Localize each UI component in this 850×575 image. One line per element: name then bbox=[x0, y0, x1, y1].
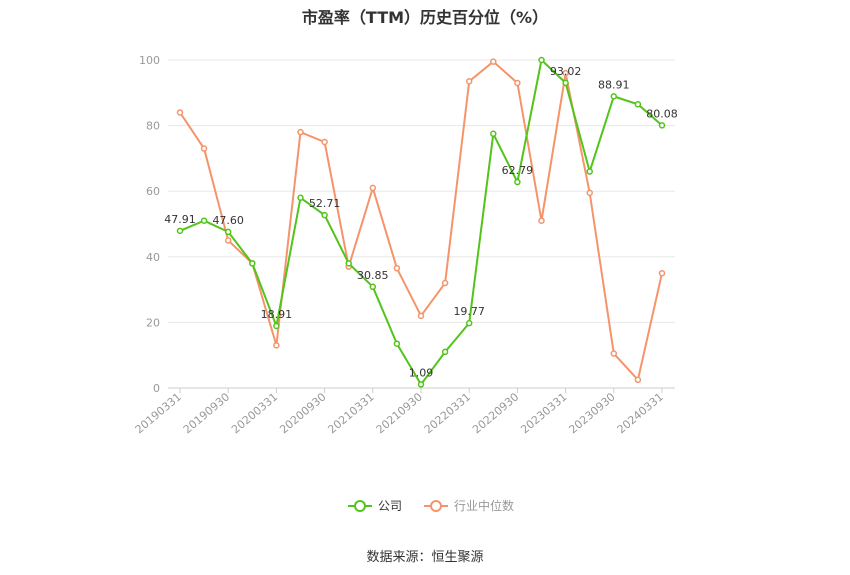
x-tick-label: 20210331 bbox=[325, 390, 376, 436]
x-tick-label: 20200331 bbox=[229, 390, 280, 436]
data-point bbox=[610, 93, 618, 100]
data-point bbox=[658, 269, 666, 277]
x-tick-label: 20210930 bbox=[374, 390, 425, 436]
data-point bbox=[321, 138, 328, 146]
data-label: 18.91 bbox=[261, 308, 293, 321]
legend-marker-icon bbox=[354, 500, 366, 512]
data-point bbox=[224, 237, 232, 244]
data-point bbox=[273, 322, 280, 330]
data-point bbox=[321, 211, 328, 219]
data-point bbox=[562, 79, 569, 87]
y-tick-label: 0 bbox=[153, 382, 160, 395]
data-point bbox=[514, 178, 521, 186]
data-label: 30.85 bbox=[357, 269, 389, 282]
x-tick-label: 20230930 bbox=[566, 390, 617, 436]
data-point bbox=[249, 260, 256, 267]
data-point bbox=[393, 340, 401, 347]
x-tick-label: 20240331 bbox=[615, 390, 666, 436]
gridlines bbox=[168, 59, 675, 389]
data-labels: 47.91 47.60 18.91 52.71 30.85 1.09 19.77 62.79 9… bbox=[164, 65, 678, 380]
data-point bbox=[441, 279, 449, 287]
data-point bbox=[562, 69, 569, 77]
y-tick-label: 60 bbox=[146, 185, 160, 198]
data-point bbox=[634, 376, 642, 384]
y-tick-label: 40 bbox=[146, 251, 160, 264]
x-tick-label: 20220930 bbox=[470, 390, 521, 436]
data-point bbox=[273, 342, 280, 349]
data-point bbox=[490, 130, 497, 138]
data-point bbox=[634, 101, 642, 108]
axes: 0 20 40 60 80 100 2019033120190930202003312020… bbox=[133, 54, 666, 436]
data-label: 47.60 bbox=[212, 214, 244, 227]
data-source-note: 数据来源：恒生聚源 bbox=[366, 550, 484, 565]
data-point bbox=[610, 350, 618, 357]
data-point bbox=[490, 58, 497, 65]
data-point bbox=[200, 145, 208, 152]
data-point bbox=[538, 217, 545, 224]
data-point bbox=[465, 78, 473, 85]
data-point bbox=[586, 168, 593, 175]
data-point bbox=[393, 265, 401, 272]
data-label: 19.77 bbox=[453, 305, 485, 318]
data-point bbox=[176, 227, 184, 235]
legend[interactable]: 公司 行业中位数 bbox=[348, 498, 514, 513]
series-line bbox=[179, 59, 663, 386]
data-point bbox=[465, 319, 473, 327]
data-label: 47.91 bbox=[164, 213, 196, 226]
legend-item[interactable]: 公司 bbox=[348, 499, 402, 513]
data-point bbox=[297, 128, 304, 136]
legend-label: 公司 bbox=[378, 499, 402, 513]
data-point bbox=[176, 109, 184, 116]
data-label: 52.71 bbox=[309, 197, 341, 210]
data-point bbox=[417, 312, 425, 320]
data-label: 93.02 bbox=[550, 65, 582, 78]
data-point bbox=[586, 189, 593, 197]
chart-title: 市盈率（TTM）历史百分位（%） bbox=[301, 8, 549, 27]
x-tick-label: 20230331 bbox=[518, 390, 569, 436]
data-point bbox=[297, 194, 304, 202]
y-tick-label: 80 bbox=[146, 120, 160, 133]
legend-marker-icon bbox=[430, 500, 442, 512]
data-point bbox=[369, 184, 377, 192]
x-tick-label: 20190331 bbox=[133, 390, 184, 436]
legend-label: 行业中位数 bbox=[454, 498, 514, 513]
legend-item[interactable]: 行业中位数 bbox=[424, 498, 514, 513]
data-point bbox=[538, 56, 545, 64]
x-tick-label: 20190930 bbox=[181, 390, 232, 436]
data-point bbox=[369, 283, 377, 291]
x-tick-label: 20200930 bbox=[277, 390, 328, 436]
data-label: 80.08 bbox=[646, 107, 678, 120]
data-point bbox=[200, 217, 208, 224]
data-point bbox=[417, 381, 425, 388]
data-label: 1.09 bbox=[409, 366, 434, 379]
data-label: 88.91 bbox=[598, 78, 630, 91]
data-point bbox=[224, 228, 232, 236]
data-point bbox=[345, 260, 352, 267]
data-point bbox=[441, 348, 449, 356]
series bbox=[176, 56, 666, 388]
series-line bbox=[179, 60, 663, 381]
y-tick-label: 20 bbox=[146, 316, 160, 329]
data-label: 62.79 bbox=[502, 164, 534, 177]
y-tick-label: 100 bbox=[139, 54, 160, 67]
data-point bbox=[514, 79, 521, 87]
x-tick-label: 20220331 bbox=[422, 390, 473, 436]
data-point bbox=[658, 122, 666, 129]
